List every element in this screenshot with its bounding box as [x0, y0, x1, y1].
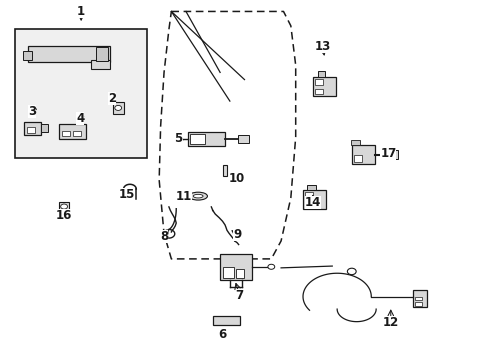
Text: 17: 17: [380, 147, 396, 159]
Bar: [414, 302, 422, 306]
Bar: [351, 145, 374, 164]
Text: 5: 5: [174, 132, 183, 145]
Bar: [91, 60, 110, 69]
Bar: [15, 30, 147, 158]
Bar: [24, 122, 41, 135]
Text: 9: 9: [233, 228, 241, 241]
Bar: [212, 316, 239, 325]
Bar: [59, 202, 69, 220]
Text: 11: 11: [175, 190, 191, 203]
Text: 4: 4: [76, 112, 84, 125]
Bar: [96, 46, 108, 61]
Circle shape: [267, 264, 274, 269]
Text: 13: 13: [314, 40, 330, 53]
Bar: [312, 77, 335, 96]
Text: 7: 7: [235, 289, 243, 302]
Bar: [317, 71, 325, 77]
Bar: [386, 150, 397, 159]
Text: 14: 14: [304, 196, 320, 209]
Text: 15: 15: [118, 188, 134, 201]
Bar: [305, 202, 312, 207]
Text: 16: 16: [56, 210, 72, 222]
Bar: [412, 290, 427, 307]
Circle shape: [61, 204, 67, 209]
Circle shape: [346, 268, 355, 275]
Text: 10: 10: [228, 172, 245, 185]
Bar: [223, 267, 233, 278]
Bar: [59, 124, 86, 139]
Bar: [188, 132, 224, 146]
Bar: [73, 131, 81, 136]
Circle shape: [115, 105, 122, 111]
Text: 12: 12: [382, 316, 398, 329]
Text: 3: 3: [28, 105, 37, 118]
Bar: [220, 253, 251, 280]
Bar: [113, 102, 123, 114]
Bar: [235, 269, 244, 278]
Bar: [190, 134, 204, 144]
Text: 8: 8: [160, 230, 168, 243]
Bar: [238, 135, 248, 143]
Bar: [303, 190, 326, 209]
Bar: [306, 185, 315, 190]
Text: 2: 2: [107, 92, 116, 105]
Text: 6: 6: [218, 328, 226, 341]
Bar: [22, 51, 32, 60]
Bar: [314, 79, 322, 85]
Bar: [314, 89, 322, 94]
Bar: [353, 154, 361, 162]
Bar: [414, 297, 422, 300]
Bar: [305, 192, 312, 198]
Text: 1: 1: [77, 5, 85, 18]
Ellipse shape: [188, 192, 207, 200]
Bar: [62, 131, 70, 136]
Bar: [27, 45, 110, 62]
Bar: [41, 125, 48, 132]
Bar: [350, 140, 359, 145]
Ellipse shape: [193, 194, 203, 198]
Bar: [222, 165, 226, 176]
Bar: [26, 127, 35, 133]
